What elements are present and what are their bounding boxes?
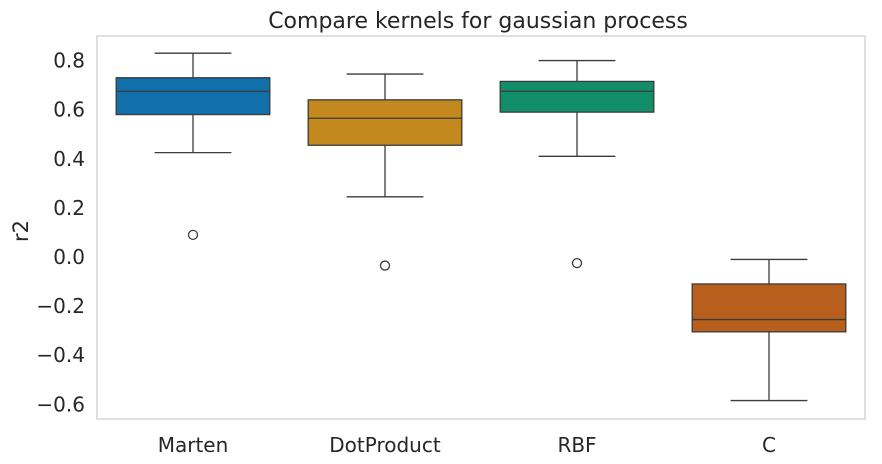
x-tick-label: C (762, 433, 776, 457)
outlier-point (187, 229, 199, 241)
box-rbf (499, 80, 655, 113)
y-tick-label: 0.0 (53, 245, 85, 269)
y-tick-label: −0.4 (36, 343, 85, 367)
box-marten (115, 77, 271, 116)
y-tick-label: 0.2 (53, 196, 85, 220)
plot-area: 0.8 0.6 0.4 0.2 0.0 −0.2 −0.4 −0.6 Marten DotProd… (36, 35, 866, 457)
x-tick-label: DotProduct (329, 433, 441, 457)
x-tick-label: Marten (158, 433, 229, 457)
box-c (691, 283, 847, 333)
plot-frame (96, 35, 866, 420)
y-tick-label: −0.6 (36, 392, 85, 416)
x-tick-label: RBF (557, 433, 596, 457)
y-tick-label: 0.6 (53, 98, 85, 122)
outlier-point (571, 257, 583, 269)
y-tick-label: 0.8 (53, 49, 85, 73)
box-dotproduct (307, 99, 463, 146)
y-tick-label: 0.4 (53, 147, 85, 171)
outlier-point (379, 260, 391, 271)
chart-title: Compare kernels for gaussian process (268, 9, 688, 34)
y-tick-label: −0.2 (36, 294, 85, 318)
y-axis-label: r2 (9, 220, 33, 242)
